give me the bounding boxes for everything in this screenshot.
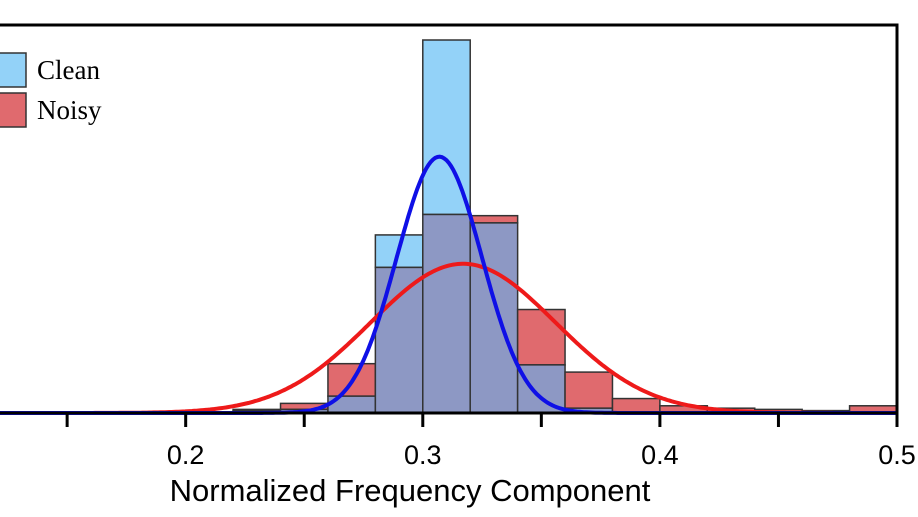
- legend-swatch-clean: [0, 52, 27, 88]
- x-tick-label: 0.4: [641, 440, 679, 470]
- noisy-histogram-bar: [516, 308, 566, 366]
- overlap-histogram-bar: [374, 266, 424, 414]
- bars-layer: [90, 39, 898, 414]
- x-axis-title: Normalized Frequency Component: [170, 473, 651, 508]
- legend-label-noisy: Noisy: [37, 95, 102, 125]
- legend-label-clean: Clean: [37, 55, 100, 85]
- x-tick-label: 0.2: [167, 440, 205, 470]
- x-tick-label: 0.5: [878, 440, 916, 470]
- clean-histogram-bar: [422, 39, 471, 216]
- x-tick-label: 0.3: [404, 440, 442, 470]
- noisy-histogram-bar: [564, 371, 614, 409]
- noisy-histogram-bar: [469, 214, 519, 224]
- legend-swatch-noisy: [0, 92, 27, 128]
- legend: Clean Noisy: [0, 52, 102, 128]
- plot-frame: [0, 23, 899, 415]
- noisy-histogram-bar: [611, 397, 661, 414]
- overlap-histogram-bar: [422, 213, 471, 414]
- overlap-histogram-bar: [516, 364, 566, 414]
- overlap-histogram-bar: [469, 222, 519, 414]
- x-axis-ticks: 0.2 0.3 0.4 0.5: [65, 413, 916, 470]
